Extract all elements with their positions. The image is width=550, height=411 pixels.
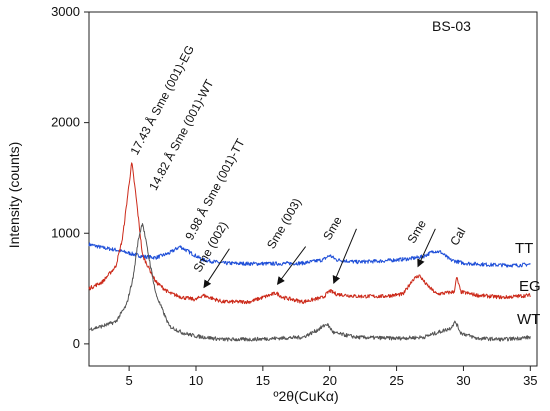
series-layer: TT EG WT: [88, 162, 541, 342]
y-tick-label: 3000: [51, 4, 80, 19]
annotation-arrow: [203, 248, 230, 289]
annotation-label: 14.82 Å Sme (001)-WT: [145, 76, 216, 193]
series-label-wt: WT: [517, 311, 540, 328]
annotation-label: Cal: [447, 225, 468, 248]
x-tick-label: 25: [389, 373, 403, 388]
series-line-tt: [88, 242, 531, 268]
annotation-label: Sme: [320, 214, 345, 243]
x-axis-title: º2θ(CuKα): [273, 388, 338, 404]
y-tick-label: 0: [73, 336, 80, 351]
x-tick-label: 10: [189, 373, 203, 388]
x-tick-label: 5: [126, 373, 133, 388]
series-label-eg: EG: [519, 278, 541, 295]
annotation-label: Sme (003): [264, 196, 304, 252]
annotation-arrow: [417, 228, 436, 268]
series-line-wt: [88, 223, 531, 342]
y-axis-title: Intensity (counts): [6, 142, 22, 249]
y-tick-label: 2000: [51, 115, 80, 130]
series-line-eg: [88, 162, 531, 305]
annotation-arrow: [276, 246, 307, 285]
x-tick-label: 15: [256, 373, 270, 388]
annotation-arrow: [332, 228, 357, 284]
x-tick-label: 35: [523, 373, 537, 388]
sample-label: BS-03: [432, 18, 471, 34]
plot-frame: [88, 11, 538, 367]
y-tick-label: 1000: [51, 225, 80, 240]
series-label-tt: TT: [515, 240, 533, 257]
axes-layer: 5 10 15 20 25 30 35 0 1000 2000 3000: [51, 4, 537, 388]
annotation-label: Sme: [404, 217, 429, 246]
x-tick-label: 30: [456, 373, 470, 388]
x-tick-label: 20: [322, 373, 336, 388]
